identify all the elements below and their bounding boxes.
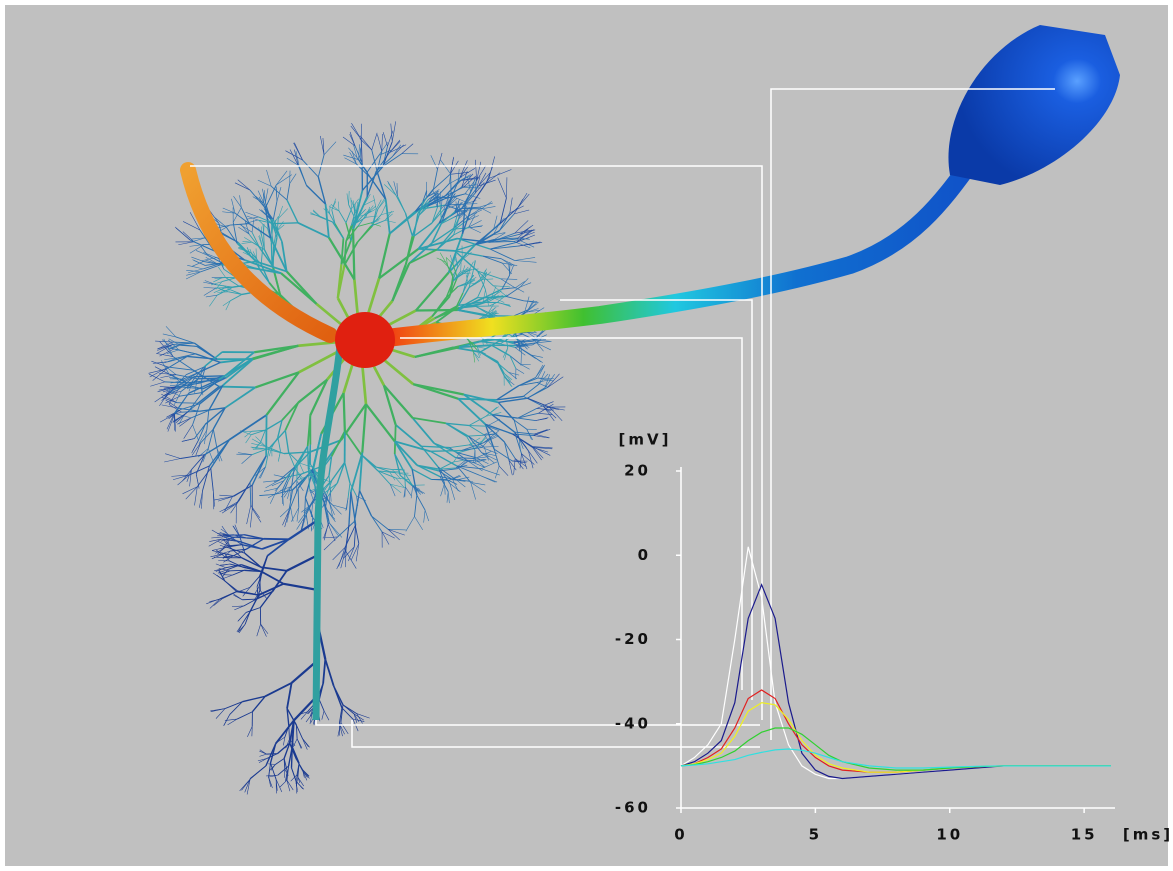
x-tick-label: 0 [674, 826, 687, 844]
dendrite-branch [260, 576, 261, 590]
y-tick-label: 0 [638, 546, 651, 564]
dendrite-branch [308, 446, 309, 469]
x-tick-label: 10 [936, 826, 963, 844]
dendrite-branch [395, 425, 396, 454]
page: -60-40-20020051015[mV][ms] (() => { cons… [0, 0, 1173, 871]
y-tick-label: -40 [615, 714, 651, 732]
dendrite-branch [344, 393, 345, 431]
x-tick-label: 5 [809, 826, 822, 844]
dendrite-branch [292, 747, 293, 768]
y-axis-label: [mV] [619, 431, 672, 449]
y-tick-label: -20 [615, 630, 651, 648]
dendrite-branch [274, 223, 298, 224]
soma [335, 312, 395, 368]
dendrite-branch [242, 599, 256, 600]
figure: -60 -40 -20 0 20 0 5 10 15 [mV] [ms] [0, 0, 1173, 871]
dendrite-branch [458, 399, 496, 400]
x-tick-label: 15 [1071, 826, 1098, 844]
x-axis-label: [ms] [1123, 826, 1173, 844]
y-tick-label: 20 [624, 462, 651, 480]
dendrite-branch [219, 387, 255, 388]
dendrite-branch [353, 229, 354, 280]
dendrite-branch [430, 450, 461, 451]
dendrite-branch [273, 246, 274, 266]
y-tick-label: -60 [615, 799, 651, 817]
dendrite-branch [247, 538, 264, 539]
dendrite-branch [469, 426, 487, 427]
